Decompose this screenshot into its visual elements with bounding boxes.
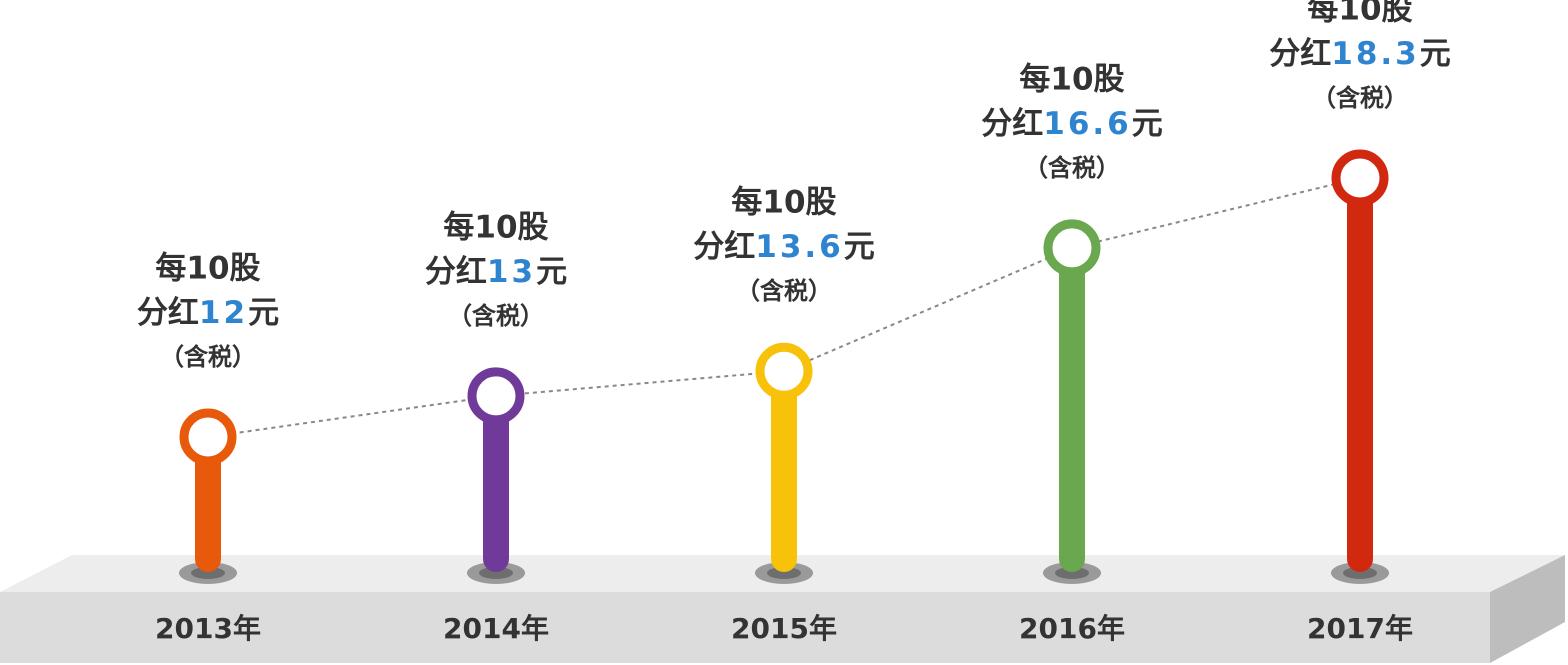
value-label: 12 [199,295,248,331]
label-unit: 元 [844,229,875,265]
label-unit: 元 [248,295,279,331]
label-value: 分红16.6元 [981,105,1163,141]
pin-shadow-inner [1343,567,1377,579]
category-label: 2013年 [155,612,261,645]
label-prefix: 分红 [693,229,755,265]
label-prefix: 分红 [425,253,487,289]
value-label: 13.6 [755,229,844,265]
pin-head [1043,219,1101,277]
label-unit: 元 [536,253,567,289]
label-note: （含税） [160,343,256,371]
label-unit: 元 [1420,36,1451,72]
category-label: 2016年 [1019,612,1125,645]
label-top: 每10股 [443,209,548,245]
label-value: 分红13.6元 [693,229,875,265]
label-unit: 元 [1132,105,1163,141]
label-note: （含税） [448,302,544,330]
category-label: 2014年 [443,612,549,645]
label-top: 每10股 [1019,61,1124,97]
value-label: 13 [487,253,536,289]
platform-side [1490,555,1565,663]
label-prefix: 分红 [137,295,199,331]
label-note: （含税） [1024,154,1120,182]
category-label: 2017年 [1307,612,1413,645]
value-label: 16.6 [1043,105,1132,141]
platform-front [0,592,1490,663]
pin-stem [195,437,221,572]
label-value: 分红12元 [137,295,279,331]
pin-head [1331,149,1389,207]
label-top: 每10股 [731,185,836,221]
pin-head [755,342,813,400]
pin-shadow-inner [1055,567,1089,579]
pin-stem [1059,247,1085,572]
label-value: 分红13元 [425,253,567,289]
pin-shadow-inner [479,567,513,579]
pin-head [179,408,237,466]
label-top: 每10股 [1307,0,1412,28]
label-note: （含税） [1312,84,1408,112]
value-label: 18.3 [1331,36,1420,72]
label-prefix: 分红 [981,105,1043,141]
label-note: （含税） [736,277,832,305]
pin-stem [771,371,797,572]
pin-stem [1347,178,1373,572]
label-prefix: 分红 [1269,36,1331,72]
pin-shadow-inner [767,567,801,579]
pin-stem [483,395,509,572]
category-label: 2015年 [731,612,837,645]
label-top: 每10股 [155,251,260,287]
pin-shadow-inner [191,567,225,579]
label-value: 分红18.3元 [1269,36,1451,72]
pin-head [467,367,525,425]
